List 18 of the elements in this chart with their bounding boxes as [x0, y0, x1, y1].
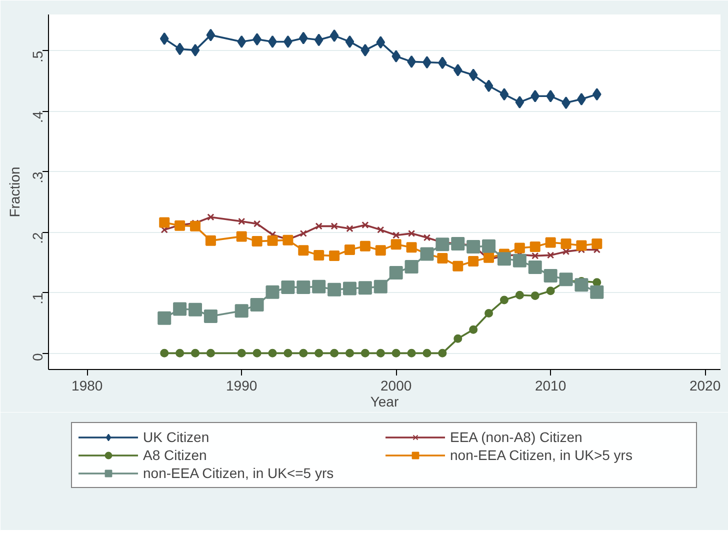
legend-label: non-EEA Citizen, in UK>5 yrs: [450, 447, 634, 463]
legend-label: non-EEA Citizen, in UK<=5 yrs: [143, 465, 335, 481]
y-tick-label: 0: [30, 352, 46, 361]
legend-label: A8 Citizen: [143, 447, 208, 463]
legend-label: EEA (non-A8) Citizen: [450, 429, 584, 445]
x-tick-label: 2020: [689, 378, 721, 394]
x-tick-label: 2000: [380, 378, 412, 394]
y-tick-label: .2: [30, 232, 46, 244]
x-tick-label: 1990: [226, 378, 258, 394]
x-tick-label: 1980: [72, 378, 103, 394]
y-tick-label: .1: [30, 292, 46, 304]
x-axis-title: Year: [370, 394, 399, 410]
y-axis-title: Fraction: [6, 166, 22, 218]
y-tick-label: .5: [30, 50, 46, 62]
legend-label: UK Citizen: [143, 429, 210, 445]
x-tick-label: 2010: [534, 378, 566, 394]
y-tick-label: .3: [30, 172, 46, 184]
y-tick-label: .4: [30, 111, 46, 123]
